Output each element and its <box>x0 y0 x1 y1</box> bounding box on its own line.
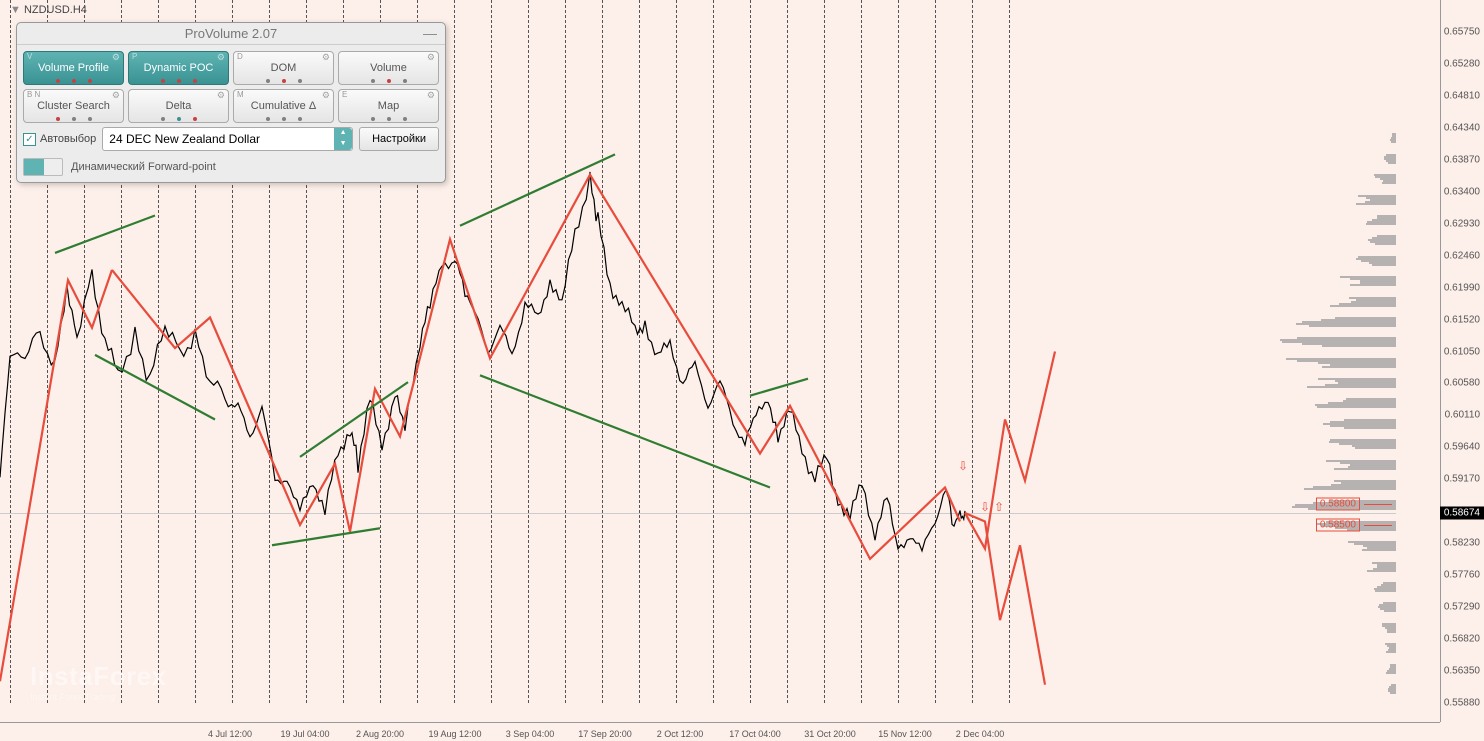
panel-row1: Volume ProfileV⚙Dynamic POCP⚙DOMD⚙Volume… <box>23 51 439 85</box>
y-tick: 0.61050 <box>1444 346 1480 357</box>
panel-body: Volume ProfileV⚙Dynamic POCP⚙DOMD⚙Volume… <box>17 45 445 182</box>
y-tick: 0.64810 <box>1444 90 1480 101</box>
y-tick: 0.61520 <box>1444 314 1480 325</box>
x-tick: 2 Aug 20:00 <box>356 729 404 739</box>
panel-title[interactable]: ProVolume 2.07 — <box>17 23 445 45</box>
minimize-icon[interactable]: — <box>423 25 437 41</box>
current-price-label: 0.58674 <box>1440 507 1484 520</box>
y-tick: 0.56350 <box>1444 666 1480 677</box>
x-axis: 4 Jul 12:00 19 Jul 04:00 2 Aug 20:00 19 Aug… <box>0 722 1440 741</box>
panel-button-map[interactable]: MapE⚙ <box>338 89 439 123</box>
panel-button-volume-profile[interactable]: Volume ProfileV⚙ <box>23 51 124 85</box>
instrument-select[interactable]: 24 DEC New Zealand Dollar ▲▼ <box>102 127 353 151</box>
x-tick: 17 Sep 20:00 <box>578 729 632 739</box>
settings-button[interactable]: Настройки <box>359 127 439 151</box>
x-tick: 19 Jul 04:00 <box>280 729 329 739</box>
y-tick: 0.59170 <box>1444 474 1480 485</box>
price-level-label: 0.58500 <box>1316 518 1360 531</box>
x-tick: 15 Nov 12:00 <box>878 729 932 739</box>
y-tick: 0.62930 <box>1444 218 1480 229</box>
x-tick: 4 Jul 12:00 <box>208 729 252 739</box>
x-tick: 2 Oct 12:00 <box>657 729 704 739</box>
x-tick: 17 Oct 04:00 <box>729 729 781 739</box>
y-tick: 0.56820 <box>1444 634 1480 645</box>
y-tick: 0.65750 <box>1444 26 1480 37</box>
x-tick: 2 Dec 04:00 <box>956 729 1005 739</box>
y-tick: 0.55880 <box>1444 698 1480 709</box>
x-tick: 31 Oct 20:00 <box>804 729 856 739</box>
panel-button-volume[interactable]: Volume⚙ <box>338 51 439 85</box>
y-tick: 0.62460 <box>1444 250 1480 261</box>
y-tick: 0.64340 <box>1444 122 1480 133</box>
panel-button-dom[interactable]: DOMD⚙ <box>233 51 334 85</box>
gear-icon: ⚙ <box>217 52 225 63</box>
panel-instrument-row: ✓ Автовыбор 24 DEC New Zealand Dollar ▲▼… <box>23 127 439 151</box>
x-tick: 19 Aug 12:00 <box>428 729 481 739</box>
gear-icon: ⚙ <box>427 52 435 63</box>
symbol-label: ▼ NZDUSD.H4 <box>10 4 87 16</box>
auto-select-checkbox[interactable]: ✓ Автовыбор <box>23 133 96 146</box>
panel-button-dynamic-poc[interactable]: Dynamic POCP⚙ <box>128 51 229 85</box>
y-tick: 0.61990 <box>1444 282 1480 293</box>
y-tick: 0.65280 <box>1444 58 1480 69</box>
checkbox-icon: ✓ <box>23 133 36 146</box>
y-tick: 0.57290 <box>1444 602 1480 613</box>
gear-icon: ⚙ <box>322 90 330 101</box>
gear-icon: ⚙ <box>427 90 435 101</box>
gear-icon: ⚙ <box>322 52 330 63</box>
y-tick: 0.58230 <box>1444 538 1480 549</box>
forward-point-label: Динамический Forward-point <box>71 161 216 173</box>
panel-row2: Cluster SearchB N⚙Delta⚙Cumulative ΔM⚙Ma… <box>23 89 439 123</box>
arrow-marker: ⇩ <box>958 459 968 473</box>
panel-button-cumulative-δ[interactable]: Cumulative ΔM⚙ <box>233 89 334 123</box>
provolume-panel[interactable]: ProVolume 2.07 — Volume ProfileV⚙Dynamic… <box>16 22 446 183</box>
forward-point-toggle[interactable] <box>23 158 63 176</box>
y-tick: 0.63400 <box>1444 186 1480 197</box>
y-tick: 0.60580 <box>1444 378 1480 389</box>
gear-icon: ⚙ <box>217 90 225 101</box>
y-tick: 0.57760 <box>1444 570 1480 581</box>
gear-icon: ⚙ <box>112 52 120 63</box>
arrow-marker: ⇩ <box>980 500 990 514</box>
arrow-marker: ⇧ <box>994 500 1004 514</box>
gear-icon: ⚙ <box>112 90 120 101</box>
price-level-label: 0.58800 <box>1316 498 1360 511</box>
y-tick: 0.60110 <box>1445 410 1480 421</box>
watermark: InstaForex Instant Forex Trading <box>30 661 167 702</box>
panel-button-cluster-search[interactable]: Cluster SearchB N⚙ <box>23 89 124 123</box>
y-tick: 0.59640 <box>1444 442 1480 453</box>
forward-point-row: Динамический Forward-point <box>23 155 439 176</box>
x-tick: 3 Sep 04:00 <box>506 729 555 739</box>
y-axis: 0.65750 0.65280 0.64810 0.64340 0.63870 0.634… <box>1440 0 1484 722</box>
stepper-icon[interactable]: ▲▼ <box>334 128 352 150</box>
y-tick: 0.63870 <box>1444 154 1480 165</box>
panel-button-delta[interactable]: Delta⚙ <box>128 89 229 123</box>
